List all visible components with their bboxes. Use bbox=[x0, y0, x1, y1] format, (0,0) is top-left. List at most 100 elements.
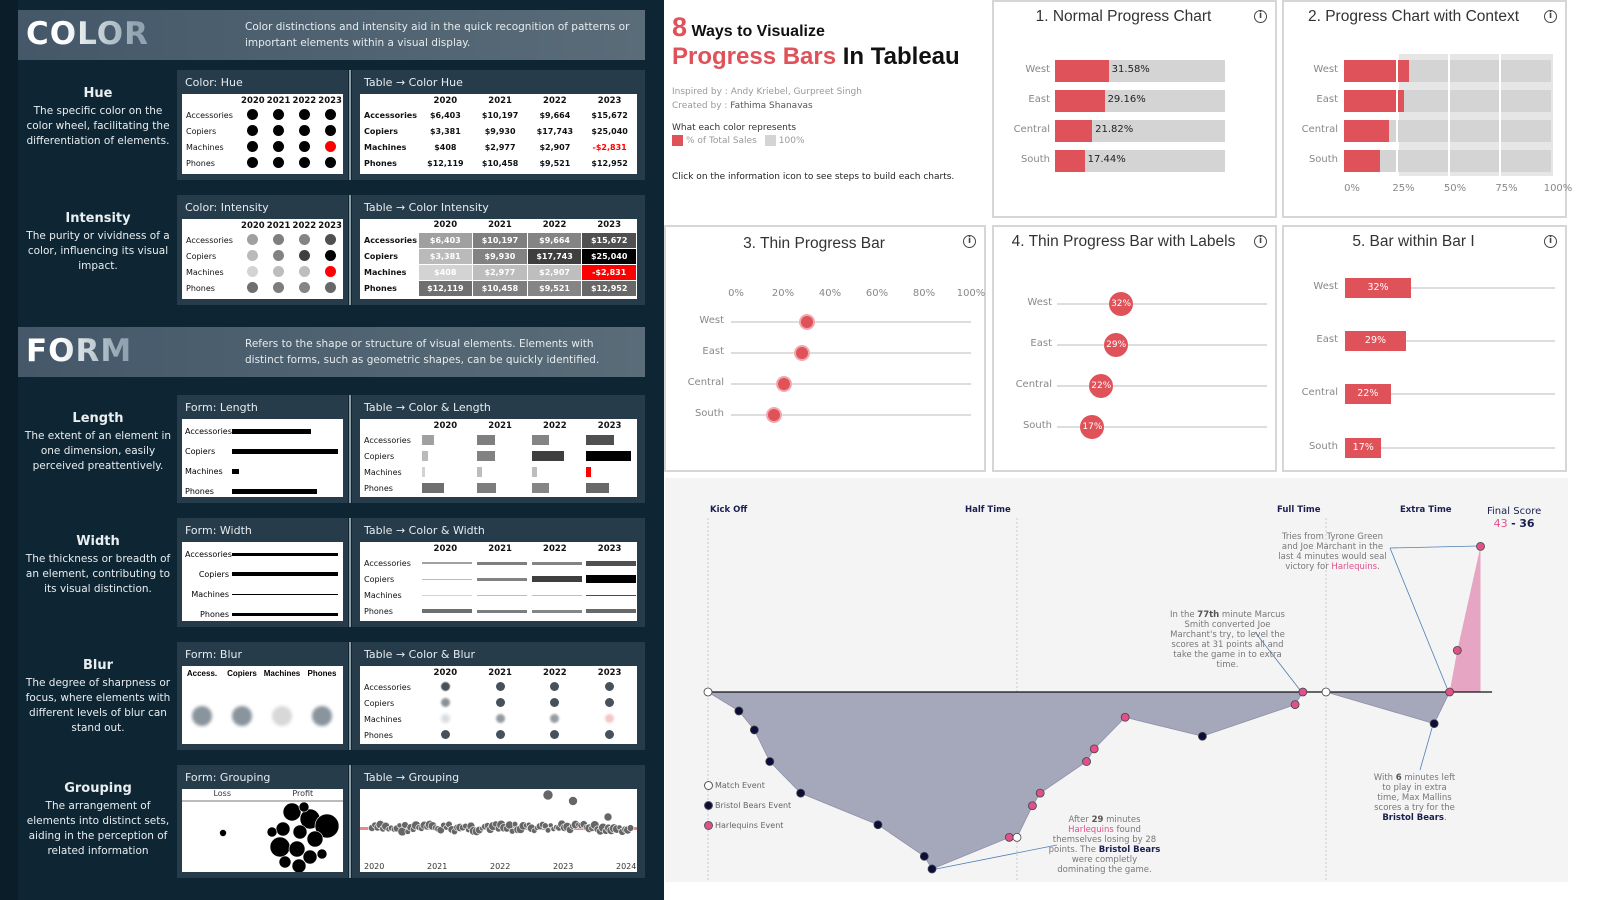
blur-circle bbox=[312, 706, 332, 726]
table-row: Phones bbox=[360, 480, 637, 496]
table-row: Accessories $6,403 $10,197 $9,664 $15,672 bbox=[360, 107, 637, 123]
axis-tick: 20% bbox=[771, 288, 795, 299]
progress-dot bbox=[795, 347, 808, 359]
table-row: Phones bbox=[182, 280, 343, 296]
legend-label: 100% bbox=[778, 135, 805, 146]
year-header: 2023 bbox=[597, 220, 622, 231]
width-cell-bar bbox=[586, 560, 637, 566]
percent-label: 21.82% bbox=[1095, 124, 1134, 135]
value-cell bbox=[528, 679, 583, 695]
year-header: 2022 bbox=[292, 220, 317, 231]
intensity-dot bbox=[273, 233, 285, 245]
length-cell-bar bbox=[531, 451, 564, 461]
sales-value: $408 bbox=[434, 142, 457, 152]
blur-column-label: Copiers bbox=[227, 669, 257, 678]
value-cell: $9,930 bbox=[472, 247, 528, 265]
value-cell bbox=[266, 280, 292, 296]
axis-tick: 100% bbox=[956, 288, 986, 299]
data-table: 2020 2021 2022 2023 Accessories Copiers Machin… bbox=[182, 219, 343, 296]
year-tick: 2023 bbox=[553, 862, 574, 871]
profit-bubble bbox=[278, 855, 292, 869]
value-cell bbox=[528, 555, 583, 571]
width-cell-bar bbox=[586, 575, 637, 583]
header-row: 2020 2021 2022 2023 bbox=[360, 542, 637, 555]
value-cell bbox=[418, 603, 473, 619]
order-dot bbox=[626, 824, 635, 832]
value-cell bbox=[582, 711, 637, 727]
length-cell-bar bbox=[531, 435, 549, 445]
year-header: 2021 bbox=[488, 543, 512, 554]
value-cell bbox=[317, 248, 343, 264]
length-bar bbox=[232, 488, 317, 494]
thin-track bbox=[1057, 426, 1267, 428]
table-panel-intensity: Table → Color Intensity 2020 2021 2022 2023 A… bbox=[352, 195, 645, 305]
table-chart: 2020 2021 2022 2023 Accessories Copiers Machin… bbox=[360, 542, 637, 621]
match-event-point bbox=[1012, 832, 1022, 842]
value-cell bbox=[418, 432, 473, 448]
table-chart: 2020 2021 2022 2023 Accessories Copiers Machin… bbox=[360, 666, 637, 744]
axis-tick: 60% bbox=[865, 288, 889, 299]
table-row: Machines $408 $2,977 $2,907 -$2,831 bbox=[360, 263, 637, 281]
panel-divider bbox=[349, 642, 351, 750]
info-icon[interactable]: i bbox=[1544, 10, 1557, 23]
info-icon[interactable]: i bbox=[1254, 235, 1267, 248]
category-label: Copiers bbox=[364, 698, 395, 708]
thin-track bbox=[1057, 385, 1267, 387]
progress-fill bbox=[1344, 90, 1405, 112]
width-cell-bar bbox=[531, 561, 582, 565]
value-cell bbox=[240, 280, 266, 296]
value-cell bbox=[418, 571, 473, 587]
header-row: 2020 2021 2022 2023 bbox=[360, 419, 637, 432]
axis-tick: 0% bbox=[1344, 183, 1360, 194]
hue-dot bbox=[324, 124, 336, 136]
value-cell bbox=[582, 587, 637, 603]
category-label: Accessories bbox=[364, 558, 411, 568]
inner-bar: 22% bbox=[1345, 384, 1391, 404]
value-cell bbox=[317, 280, 343, 296]
region-label: South bbox=[1308, 441, 1338, 452]
category-label: Copiers bbox=[186, 126, 217, 136]
info-icon[interactable]: i bbox=[1544, 235, 1557, 248]
form-section-header: FORM Refers to the shape or structure of… bbox=[18, 327, 645, 377]
region-label: Central bbox=[1013, 124, 1050, 135]
form-bar-row: Machines bbox=[182, 463, 343, 479]
info-icon[interactable]: i bbox=[1254, 10, 1267, 23]
sales-value: $17,743 bbox=[536, 251, 573, 261]
left-dashboard: COLOR Color distinctions and intensity a… bbox=[0, 0, 664, 900]
sales-value: $9,521 bbox=[539, 158, 571, 168]
value-cell: $15,672 bbox=[581, 231, 637, 249]
ann-team: Bristol Bears bbox=[1098, 845, 1161, 855]
axis-tick: 80% bbox=[912, 288, 936, 299]
blur-dot bbox=[550, 729, 560, 739]
hue-dot bbox=[273, 140, 285, 152]
chart-title: 2. Progress Chart with Context bbox=[1307, 8, 1520, 25]
panel-title: Table → Color & Length bbox=[364, 401, 491, 414]
profit-bubble bbox=[282, 802, 302, 822]
category-label: Accessories bbox=[186, 110, 233, 120]
progress-dot bbox=[778, 378, 791, 390]
panel-divider bbox=[349, 70, 351, 180]
harlequins-event-point bbox=[1082, 757, 1091, 766]
hue-dot bbox=[273, 156, 285, 168]
annotation-arrow bbox=[1419, 727, 1433, 771]
info-icon[interactable]: i bbox=[963, 235, 976, 248]
value-cell bbox=[266, 232, 292, 248]
harlequins-event-point bbox=[1452, 645, 1462, 655]
width-cell-bar bbox=[476, 577, 527, 581]
blur-dot bbox=[495, 697, 505, 707]
intensity-dot bbox=[273, 281, 285, 293]
instruction-note: Click on the information icon to see ste… bbox=[672, 172, 955, 182]
value-cell bbox=[292, 123, 318, 139]
blur-dot bbox=[550, 697, 560, 707]
legend-label: Match Event bbox=[715, 781, 765, 790]
blur-dot bbox=[440, 697, 450, 707]
category-label: Accessories bbox=[185, 426, 232, 436]
year-header: 2020 bbox=[433, 543, 458, 554]
value-cell bbox=[292, 232, 318, 248]
hue-dot bbox=[298, 140, 310, 152]
table-panel-grouping: Table → Grouping 2020 2021 2022 2023 2024 bbox=[352, 765, 645, 878]
sales-value: $10,458 bbox=[481, 283, 519, 293]
chart-title: 5. Bar within Bar I bbox=[1352, 233, 1475, 250]
value-cell bbox=[317, 123, 343, 139]
form-chart: Accessories Copiers Machines Phones bbox=[182, 419, 343, 497]
